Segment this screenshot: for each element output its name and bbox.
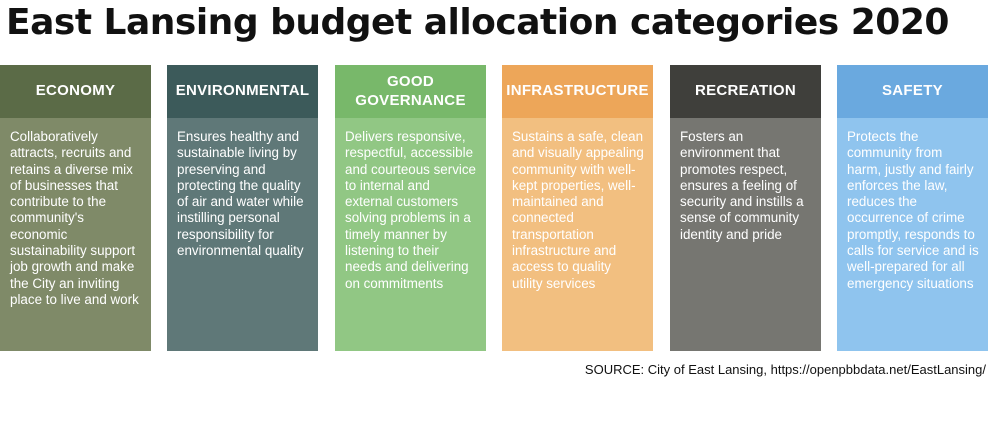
card-heading: GOOD GOVERNANCE <box>335 65 486 118</box>
card-heading: ECONOMY <box>0 65 151 118</box>
card-description: Delivers responsive, respectful, accessi… <box>335 118 486 351</box>
card-heading: ENVIRONMENTAL <box>167 65 318 118</box>
card-description: Ensures healthy and sustainable living b… <box>167 118 318 351</box>
card-heading: INFRASTRUCTURE <box>502 65 653 118</box>
page-title: East Lansing budget allocation categorie… <box>6 2 949 43</box>
card-safety: SAFETY Protects the community from harm,… <box>837 65 988 351</box>
card-description: Sustains a safe, clean and visually appe… <box>502 118 653 351</box>
card-infrastructure: INFRASTRUCTURE Sustains a safe, clean an… <box>502 65 653 351</box>
card-heading: SAFETY <box>837 65 988 118</box>
card-heading: RECREATION <box>670 65 821 118</box>
category-cards: ECONOMY Collaboratively attracts, recrui… <box>0 65 1000 351</box>
card-recreation: RECREATION Fosters an environment that p… <box>670 65 821 351</box>
card-description: Collaboratively attracts, recruits and r… <box>0 118 151 351</box>
card-description: Fosters an environment that promotes res… <box>670 118 821 351</box>
card-good-governance: GOOD GOVERNANCE Delivers responsive, res… <box>335 65 486 351</box>
source-note: SOURCE: City of East Lansing, https://op… <box>584 362 986 377</box>
card-economy: ECONOMY Collaboratively attracts, recrui… <box>0 65 151 351</box>
card-environmental: ENVIRONMENTAL Ensures healthy and sustai… <box>167 65 318 351</box>
card-description: Protects the community from harm, justly… <box>837 118 988 351</box>
